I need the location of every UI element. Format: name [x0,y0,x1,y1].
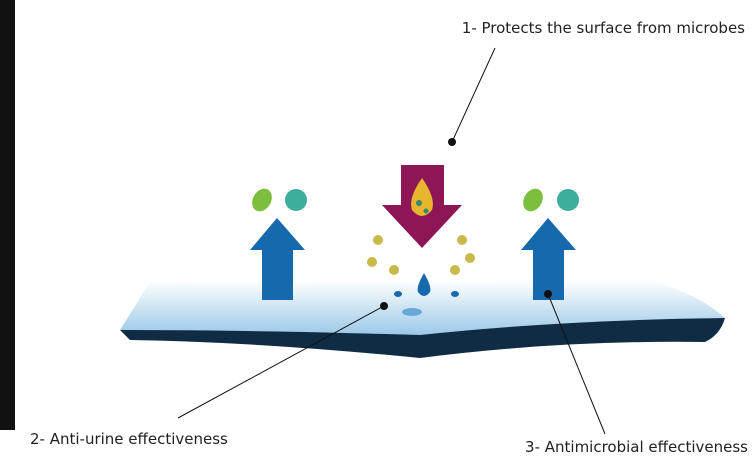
water-spot [402,308,422,316]
label: 2- Anti-urine effectiveness [30,430,228,448]
microbe [424,209,429,214]
page: 1- Protects the surface from microbes 2-… [0,0,752,461]
microbe [248,185,276,215]
water-drop [451,291,459,297]
leader-dot [448,138,456,146]
microbe [285,189,307,211]
leader-dot [544,290,552,298]
water-drop [418,273,431,296]
microbe [519,185,547,215]
microbe [557,189,579,211]
diagram: 1- Protects the surface from microbes 2-… [0,0,752,461]
label: 1- Protects the surface from microbes [462,19,745,37]
label: 3- Antimicrobial effectiveness [525,438,748,456]
water-drop [394,291,402,297]
microbe [416,200,422,206]
leader-line [452,48,495,142]
left-bar [0,0,15,430]
leader-dot [380,302,388,310]
